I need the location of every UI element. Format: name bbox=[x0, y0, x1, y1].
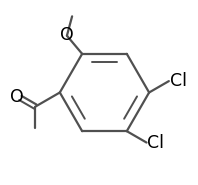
Text: O: O bbox=[10, 88, 24, 106]
Text: Cl: Cl bbox=[148, 134, 164, 152]
Text: Cl: Cl bbox=[170, 72, 187, 90]
Text: O: O bbox=[60, 26, 74, 44]
